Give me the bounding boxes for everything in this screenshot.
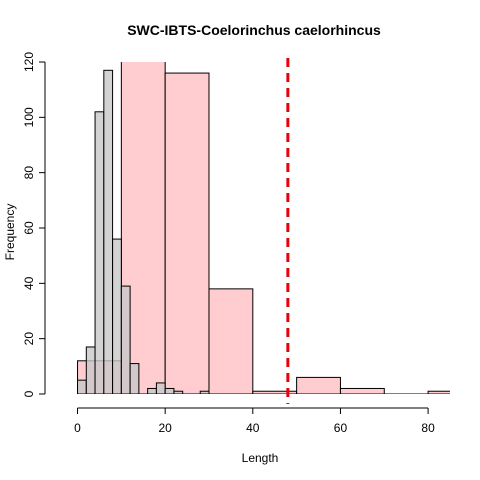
grey-bar bbox=[103, 69, 114, 394]
grey-bar bbox=[77, 379, 87, 394]
grey-bar bbox=[147, 387, 157, 394]
pink-histogram-bars bbox=[77, 62, 450, 394]
x-tick-label: 80 bbox=[421, 421, 435, 435]
y-tick-label: 120 bbox=[22, 52, 36, 72]
y-tick-label: 60 bbox=[22, 221, 36, 235]
y-tick-label: 100 bbox=[22, 107, 36, 127]
pink-bar bbox=[427, 390, 450, 394]
grey-bar bbox=[155, 382, 166, 394]
pink-bar bbox=[252, 390, 298, 394]
pink-bar bbox=[208, 288, 254, 394]
grey-bar bbox=[129, 363, 140, 394]
grey-bar bbox=[164, 387, 175, 394]
pink-bar bbox=[296, 376, 341, 394]
y-tick-label: 20 bbox=[22, 332, 36, 346]
x-tick-label: 60 bbox=[334, 421, 348, 435]
y-tick-label: 80 bbox=[22, 166, 36, 180]
pink-bar bbox=[339, 387, 385, 394]
x-axis: 0 20 40 60 80 bbox=[74, 407, 435, 435]
x-tick-label: 20 bbox=[158, 421, 172, 435]
grey-bar bbox=[173, 390, 184, 394]
x-tick-label: 40 bbox=[246, 421, 260, 435]
y-axis: 0 20 40 60 80 100 120 bbox=[22, 52, 46, 397]
y-tick-label: 0 bbox=[22, 390, 36, 397]
grey-bar bbox=[112, 238, 122, 394]
y-axis-label: Frequency bbox=[3, 204, 17, 261]
y-tick-label: 40 bbox=[22, 276, 36, 290]
pink-bar bbox=[164, 72, 210, 394]
grey-histogram-bars bbox=[77, 69, 210, 394]
grey-bar bbox=[199, 390, 210, 394]
grey-bar bbox=[85, 346, 96, 394]
x-axis-label: Length bbox=[242, 451, 279, 465]
chart-title: SWC-IBTS-Coelorinchus caelorhincus bbox=[127, 22, 381, 38]
grey-bar bbox=[120, 285, 131, 394]
grey-bar bbox=[94, 111, 105, 394]
x-tick-label: 0 bbox=[74, 421, 81, 435]
